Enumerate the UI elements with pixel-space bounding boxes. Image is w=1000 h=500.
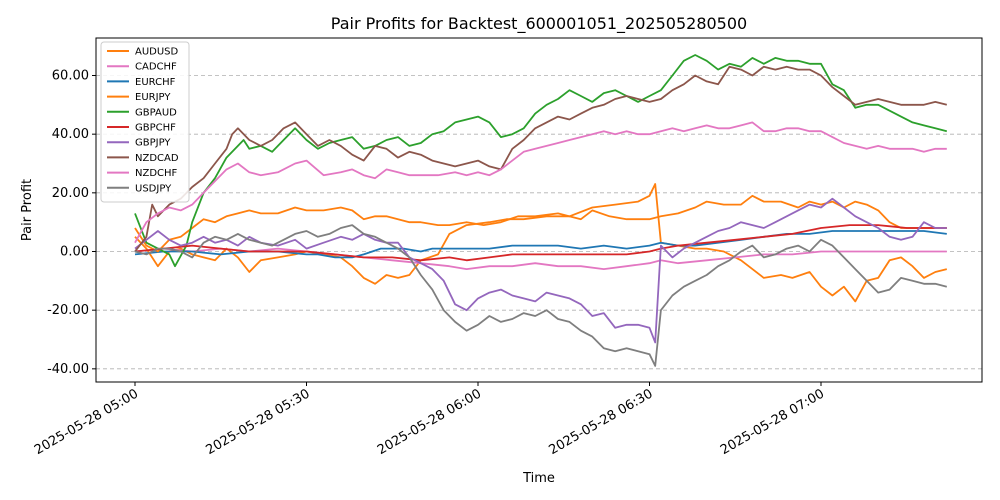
series-line-gbpaud xyxy=(134,54,948,268)
series-line-eurjpy xyxy=(134,194,947,253)
chart-title: Pair Profits for Backtest_600001051_2025… xyxy=(331,14,747,34)
legend-label: EURJPY xyxy=(135,92,171,103)
y-axis: -40.00 -20.00 0.00 20.00 40.00 60.00 xyxy=(47,69,96,377)
plot-frame xyxy=(95,37,983,383)
series-line-nzdcad xyxy=(134,65,948,253)
legend-label: GBPAUD xyxy=(135,107,177,118)
series-line-nzdchf xyxy=(134,121,947,244)
y-tick-label: 20.00 xyxy=(52,186,89,201)
legend-label: AUDUSD xyxy=(135,47,179,58)
series-line-cadchf xyxy=(134,247,947,270)
legend-label: GBPJPY xyxy=(135,138,171,149)
legend-label: USDJPY xyxy=(135,183,172,194)
y-tick-label: 40.00 xyxy=(52,127,89,142)
y-tick-label: -40.00 xyxy=(47,362,89,377)
series-layer xyxy=(134,54,948,367)
y-axis-label: Pair Profit xyxy=(20,179,35,241)
x-axis-label: Time xyxy=(522,471,555,486)
legend-label: NZDCHF xyxy=(135,168,178,179)
legend-label: NZDCAD xyxy=(135,153,179,164)
y-tick-label: -20.00 xyxy=(47,303,89,318)
legend-label: GBPCHF xyxy=(135,123,176,134)
legend: AUDUSD CADCHF EURCHF EURJPY GBPAUD GBPCHF GBPJ… xyxy=(100,41,190,203)
series-line-gbpchf xyxy=(134,224,947,262)
y-tick-label: 0.00 xyxy=(60,245,89,260)
legend-label: EURCHF xyxy=(135,77,176,88)
y-tick-label: 60.00 xyxy=(52,69,89,84)
legend-label: CADCHF xyxy=(135,62,177,73)
series-line-eurchf xyxy=(134,230,947,259)
series-line-audusd xyxy=(134,183,948,303)
series-line-usdjpy xyxy=(134,224,948,367)
